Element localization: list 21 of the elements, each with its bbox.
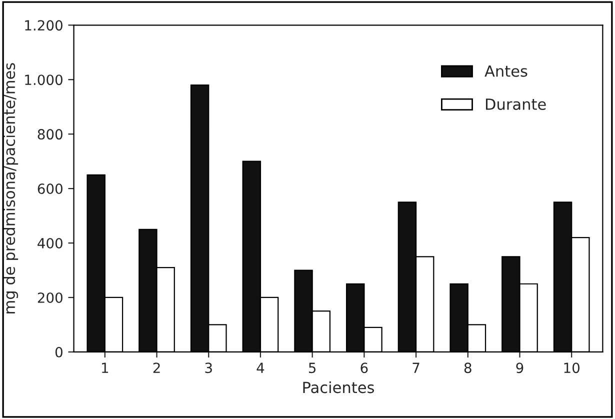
x-tick-label: 5	[308, 362, 316, 374]
y-tick-label: 0	[55, 346, 62, 358]
x-tick-label: 6	[360, 362, 368, 374]
x-tick-label: 8	[464, 362, 472, 374]
y-tick-label: 1.000	[25, 74, 62, 86]
y-tick-label: 600	[38, 184, 62, 194]
x-axis-title: Pacientes	[303, 381, 374, 394]
y-tick-label: 200	[38, 292, 62, 303]
y-tick-label: 1.200	[25, 20, 62, 31]
x-tick-label: 7	[412, 362, 420, 373]
x-tick-label: 3	[205, 362, 212, 374]
x-tick-label: 2	[153, 362, 160, 373]
y-axis-title: mg de predmisona/paciente/mes	[3, 63, 18, 314]
legend-label: Durante	[486, 98, 546, 110]
y-tick-label: 800	[38, 129, 62, 140]
x-tick-label: 1	[102, 362, 108, 373]
y-tick-label: 400	[38, 238, 62, 248]
x-tick-label: 9	[516, 362, 524, 374]
x-tick-label: 10	[564, 362, 580, 374]
x-tick-label: 4	[256, 362, 264, 373]
legend-label: Antes	[484, 66, 528, 77]
